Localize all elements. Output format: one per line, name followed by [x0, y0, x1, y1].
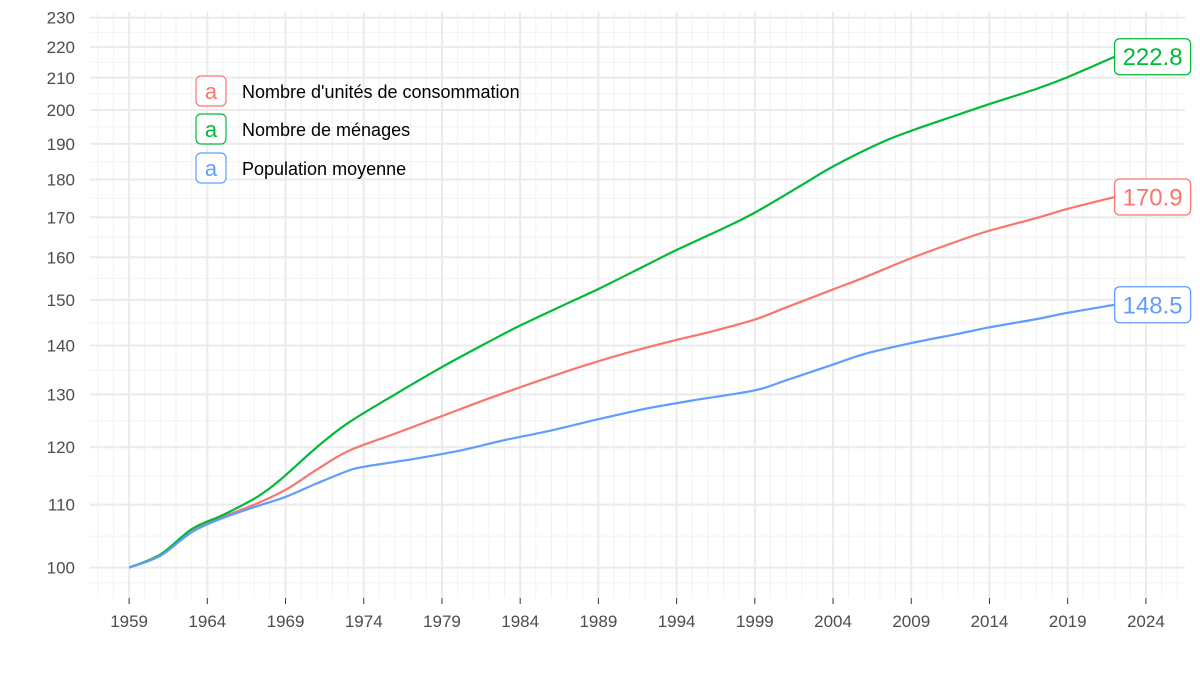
legend-key-consommation	[195, 75, 227, 107]
end-label-2: 148.5	[1113, 286, 1192, 324]
x-tick-label: 1979	[423, 612, 461, 631]
series-line-2	[128, 303, 1115, 569]
series-line-0	[128, 195, 1115, 569]
y-tick-label: 220	[47, 38, 75, 57]
y-tick-label: 170	[47, 208, 75, 227]
x-tick-label: 1999	[736, 612, 774, 631]
x-tick-label: 1964	[188, 612, 226, 631]
legend-key-glyph: a	[205, 156, 218, 181]
end-labels: 170.9 222.8 148.5	[1113, 38, 1192, 324]
x-tick-label: 1974	[345, 612, 383, 631]
legend-label-population: Population moyenne	[242, 159, 406, 179]
y-tick-label: 210	[47, 69, 75, 88]
y-tick-label: 190	[47, 135, 75, 154]
series-line-1	[128, 55, 1116, 569]
legend-key-population	[195, 152, 227, 184]
x-tick-label: 1984	[501, 612, 539, 631]
x-tick-label: 1994	[658, 612, 696, 631]
end-label-box	[1113, 38, 1192, 76]
legend-item: a Nombre de ménages	[195, 113, 410, 145]
end-label-value: 170.9	[1123, 185, 1183, 212]
y-tick-label: 200	[47, 101, 75, 120]
y-tick-label: 130	[47, 385, 75, 404]
end-label-0: 170.9	[1113, 178, 1192, 216]
y-tick-label: 100	[47, 559, 75, 578]
y-tick-label: 180	[47, 171, 75, 190]
end-label-value: 222.8	[1123, 44, 1183, 71]
x-axis: 1959 1964 1969 1974 1979 1984 1989 1994 1999 2004…	[110, 598, 1165, 631]
series-lines	[128, 55, 1116, 569]
x-tick-label: 2019	[1049, 612, 1087, 631]
legend-key-glyph: a	[205, 79, 218, 104]
x-tick-label: 1959	[110, 612, 148, 631]
y-axis: 100 110 120 130 140 150 160 170 180 190 200 210 220 2…	[47, 9, 75, 578]
legend-item: a Nombre d'unités de consommation	[195, 75, 520, 107]
x-tick-label: 2009	[892, 612, 930, 631]
end-label-value: 148.5	[1123, 292, 1183, 319]
y-tick-label: 160	[47, 248, 75, 267]
y-tick-label: 150	[47, 291, 75, 310]
x-tick-label: 1969	[267, 612, 305, 631]
y-tick-label: 120	[47, 438, 75, 457]
x-tick-label: 2004	[814, 612, 852, 631]
y-tick-label: 140	[47, 336, 75, 355]
y-tick-label: 110	[48, 496, 75, 515]
major-gridlines	[90, 12, 1185, 598]
x-tick-label: 2024	[1127, 612, 1165, 631]
legend: a Nombre d'unités de consommation a Nomb…	[195, 75, 520, 184]
y-tick-label: 230	[47, 9, 75, 28]
end-label-box	[1113, 286, 1192, 324]
x-tick-label: 2014	[971, 612, 1009, 631]
end-label-1: 222.8	[1113, 38, 1192, 76]
legend-label-consommation: Nombre d'unités de consommation	[242, 82, 520, 102]
legend-item: a Population moyenne	[195, 152, 406, 184]
end-label-box	[1113, 178, 1192, 216]
legend-key-glyph: a	[205, 117, 218, 142]
legend-key-menages	[195, 113, 227, 145]
x-tick-label: 1989	[579, 612, 617, 631]
legend-label-menages: Nombre de ménages	[242, 120, 410, 140]
